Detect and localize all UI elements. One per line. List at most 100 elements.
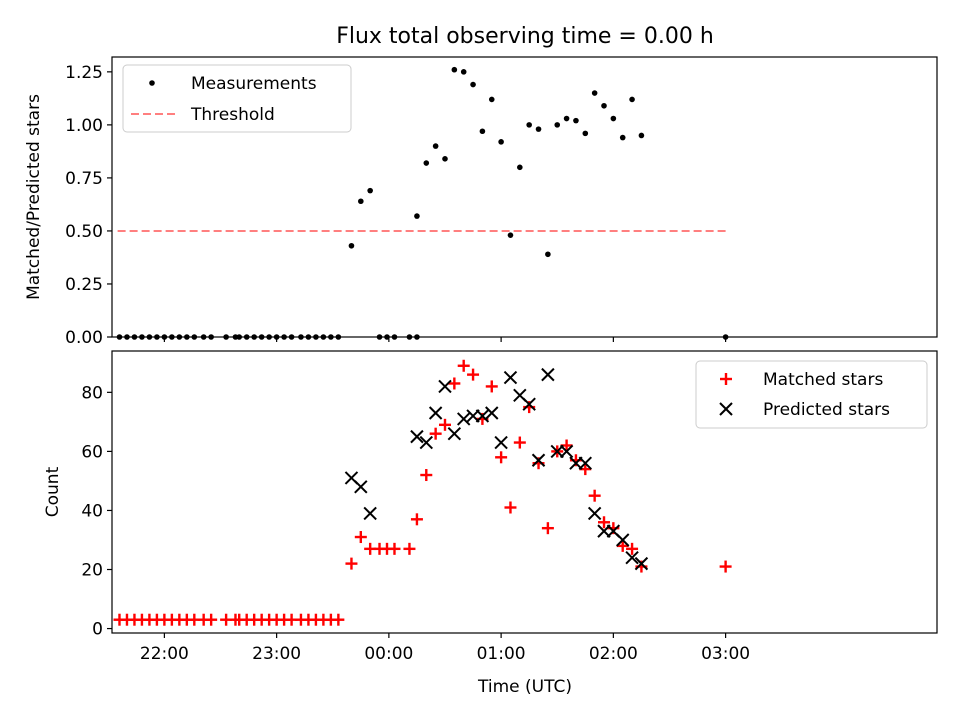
top-y-tick-label-5: 1.25 (65, 63, 103, 83)
top-y-tick-label-1: 0.25 (65, 275, 103, 295)
bottom-predicted-stars-point-5 (428, 406, 443, 420)
bottom-y-ticks: 0 20 40 60 80 (81, 383, 112, 640)
top-measurements-point-29 (348, 242, 355, 249)
bottom-predicted-stars-point-15 (522, 397, 536, 411)
bottom-predicted-stars-point-6 (438, 379, 452, 394)
bottom-predicted-stars-point-1 (354, 480, 368, 494)
bottom-matched-stars-point-45 (495, 451, 508, 464)
bottom-y-tick-label-2: 40 (81, 501, 103, 521)
bottom-matched-stars-point-42 (467, 368, 480, 381)
legend-measurements-label: Measurements (191, 74, 317, 94)
top-measurements-point-54 (573, 117, 579, 124)
top-panel: 0.00 0.25 0.50 0.75 1.00 1.25 Matched/Predict… (24, 56, 938, 348)
top-y-tick-label-0: 0.00 (65, 328, 103, 348)
top-y-tick-label-3: 0.75 (65, 169, 103, 189)
x-axis-label: Time (UTC) (477, 677, 572, 697)
bottom-x-tick-label-5: 03:00 (701, 644, 750, 664)
legend-matched-label: Matched stars (763, 370, 883, 390)
legend-predicted-label: Predicted stars (763, 400, 890, 420)
top-measurements-point-61 (638, 132, 645, 139)
top-measurements-point-52 (554, 122, 561, 128)
top-measurements-point-58 (610, 115, 617, 122)
top-legend-box (122, 64, 352, 133)
top-measurements-point-45 (488, 96, 495, 103)
bottom-matched-stars-point-30 (354, 531, 367, 544)
bottom-predicted-stars-point-11 (485, 406, 499, 420)
bottom-y-tick-label-1: 20 (81, 561, 103, 581)
bottom-predicted-stars-point-22 (587, 506, 602, 521)
bottom-axes-frame (111, 350, 938, 634)
top-measurements-point-39 (432, 143, 439, 149)
legend-predicted-marker (719, 402, 733, 416)
bottom-matched-stars-point-36 (410, 513, 423, 526)
top-y-tick-label-2: 0.50 (65, 222, 103, 242)
bottom-matched-stars-point-40 (448, 377, 461, 390)
top-y-axis-label: Matched/Predicted stars (24, 94, 44, 300)
top-axes-frame (111, 56, 938, 338)
bottom-matched-stars-point-38 (429, 427, 442, 440)
bottom-panel: 22:00 23:00 00:00 01:00 02:00 03:00 0 20 40 60 80… (43, 350, 938, 697)
bottom-matched-stars-point-61 (719, 560, 732, 573)
bottom-predicted-stars-point-2 (363, 506, 377, 521)
bottom-predicted-stars-point-10 (475, 409, 490, 423)
bottom-legend: Matched stars Predicted stars (695, 360, 928, 429)
top-measurements-point-48 (517, 164, 523, 171)
top-measurements-point-49 (526, 122, 532, 128)
bottom-matched-stars-point-28 (332, 613, 345, 626)
bottom-matched-stars-point-12 (205, 613, 218, 626)
bottom-predicted-stars-point-17 (541, 367, 555, 382)
top-measurements-point-56 (591, 90, 598, 96)
top-measurements-point-42 (460, 69, 467, 75)
top-measurements-point-40 (442, 156, 448, 162)
bottom-x-tick-label-3: 01:00 (477, 644, 526, 664)
top-measurements-point-59 (619, 134, 626, 141)
top-measurements-point-38 (423, 160, 430, 166)
bottom-matched-stars-point-29 (345, 557, 358, 570)
bottom-matched-stars-point-50 (541, 522, 554, 535)
bottom-predicted-stars-point-8 (456, 412, 471, 426)
bottom-matched-stars-point-34 (388, 542, 401, 555)
bottom-predicted-stars-point-25 (616, 533, 630, 547)
bottom-matched-stars-point-55 (588, 489, 601, 502)
bottom-predicted-stars-point-26 (625, 550, 639, 565)
bottom-x-tick-label-2: 00:00 (364, 644, 413, 664)
bottom-predicted-stars-point-7 (447, 426, 462, 441)
bottom-y-axis-label: Count (43, 466, 63, 517)
top-measurements-point-60 (629, 96, 635, 103)
bottom-matched-stars-point-41 (457, 359, 470, 372)
top-measurements-point-44 (479, 128, 486, 135)
bottom-predicted-stars-point-13 (503, 370, 518, 385)
bottom-matched-stars-point-37 (420, 469, 433, 482)
top-measurements-point-50 (535, 126, 542, 132)
top-measurements-point-30 (358, 198, 364, 205)
legend-threshold-label: Threshold (190, 105, 275, 125)
bottom-y-tick-label-3: 60 (81, 442, 103, 462)
top-measurements-point-53 (563, 115, 570, 122)
bottom-matched-stars-point-35 (403, 542, 416, 555)
bottom-predicted-stars-point-21 (578, 456, 593, 470)
bottom-y-tick-label-4: 80 (81, 383, 103, 403)
bottom-legend-box (695, 360, 928, 429)
bottom-matched-stars-point-44 (485, 380, 498, 393)
bottom-predicted-stars-point-12 (494, 435, 508, 450)
bottom-plot-marks (113, 359, 732, 626)
figure-title: Flux total observing time = 0.00 h (336, 24, 714, 49)
top-y-tick-label-4: 1.00 (65, 116, 103, 136)
top-measurements-point-47 (507, 232, 514, 238)
top-x-ticks (163, 337, 727, 342)
top-measurements-point-31 (367, 187, 373, 194)
top-measurements-point-43 (470, 81, 476, 88)
bottom-predicted-stars-point-16 (531, 453, 546, 467)
bottom-predicted-stars-point-3 (410, 429, 424, 444)
bottom-matched-stars-point-47 (513, 436, 526, 449)
top-measurements-point-57 (601, 102, 607, 109)
bottom-x-ticks: 22:00 23:00 00:00 01:00 02:00 03:00 (140, 633, 750, 664)
top-measurements-point-51 (545, 251, 551, 258)
bottom-y-tick-label-0: 0 (92, 620, 103, 640)
bottom-x-tick-label-1: 23:00 (252, 644, 301, 664)
bottom-matched-stars-point-58 (616, 539, 629, 552)
bottom-x-tick-label-4: 02:00 (589, 644, 638, 664)
bottom-matched-stars-point-59 (626, 542, 639, 555)
bottom-predicted-stars-point-27 (634, 556, 649, 571)
